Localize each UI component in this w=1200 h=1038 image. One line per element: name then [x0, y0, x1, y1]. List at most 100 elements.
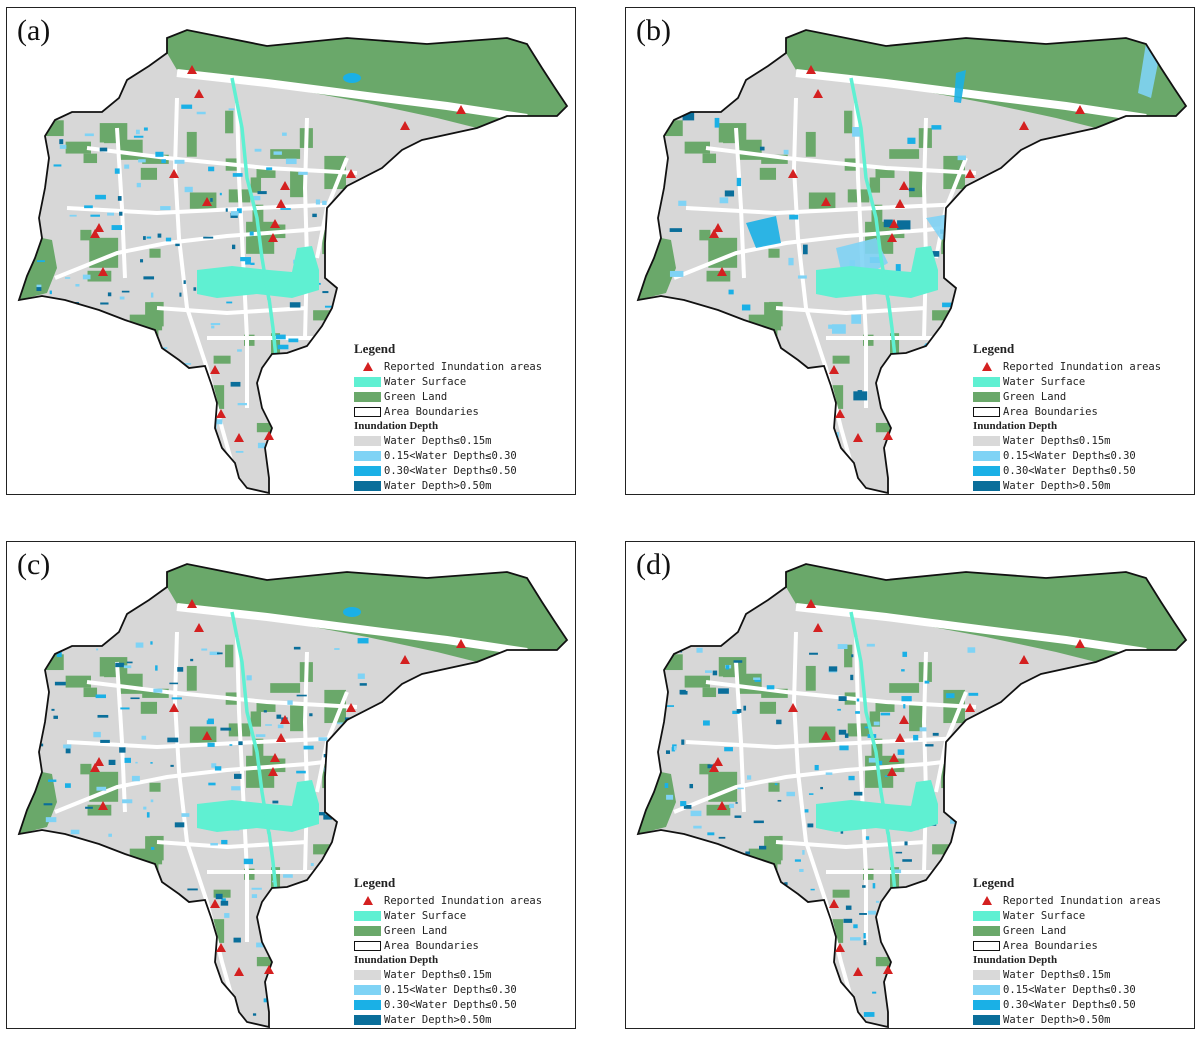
green-land-patch [930, 945, 958, 977]
legend-title: Legend [354, 341, 396, 356]
inundation-patch [124, 757, 131, 763]
inundation-patch [745, 436, 757, 445]
inundation-patch [54, 681, 66, 686]
legend-label-depth-4: Water Depth>0.50m [384, 1013, 492, 1026]
road [775, 840, 927, 850]
inundation-patch [808, 793, 814, 795]
green-land-patch [311, 411, 339, 443]
inundation-patch [59, 139, 64, 145]
legend-row-reported: Reported Inundation areas [973, 893, 1194, 908]
inundation-zone [954, 70, 966, 103]
inundation-patch [214, 766, 222, 771]
inundation-patch [257, 442, 266, 449]
green-land-patch [863, 868, 874, 880]
inundation-patch [100, 302, 109, 305]
green-land-patch [896, 378, 916, 402]
inundation-patch [682, 112, 695, 121]
green-land-patch [185, 966, 206, 994]
inundation-patch [75, 430, 82, 434]
inundation-patch [36, 286, 42, 292]
inundation-patch [322, 200, 327, 205]
inundation-patch [669, 270, 684, 277]
inundation-patch [271, 949, 280, 954]
inundation-patch [825, 464, 839, 468]
inundation-patch [277, 344, 289, 350]
reported-inundation-marker [829, 365, 839, 374]
legend-row-area-boundaries: Area Boundaries [354, 404, 575, 419]
inundation-patch [702, 420, 710, 429]
inundation-patch [56, 932, 60, 935]
inundation-patch [253, 195, 261, 201]
green-land-north [167, 30, 567, 128]
legend-row-depth-2: 0.15<Water Depth≤0.30 [354, 448, 575, 463]
reported-inundation-marker [889, 753, 899, 762]
green-land-patch [932, 844, 953, 855]
inundation-patch [318, 737, 328, 741]
green-land-patch [185, 432, 206, 460]
green-land-patch [277, 378, 297, 402]
green-land-patch [300, 417, 321, 429]
green-land-patch [270, 149, 301, 159]
green-land-patch [313, 310, 334, 321]
green-land-patch [256, 167, 276, 178]
inundation-patch [80, 1006, 83, 1009]
inundation-patch [356, 230, 364, 235]
green-land-patch [844, 644, 853, 668]
road [235, 636, 249, 942]
green-land-patch [60, 301, 73, 329]
inundation-patch [732, 977, 738, 979]
inundation-patch [677, 956, 685, 961]
inundation-patch [776, 719, 782, 725]
legend-label-depth-2: 0.15<Water Depth≤0.30 [384, 449, 517, 462]
inundation-patch [678, 200, 687, 206]
legend-row-depth-3: 0.30<Water Depth≤0.50 [973, 463, 1194, 478]
green-land-patch [87, 804, 112, 816]
green-land-patch [808, 726, 836, 743]
inundation-patch [169, 682, 179, 685]
inundation-patch [873, 721, 880, 726]
legend-row-depth-2: 0.15<Water Depth≤0.30 [973, 448, 1194, 463]
reported-inundation-marker [813, 89, 823, 98]
inundation-patch [783, 149, 789, 155]
depth-swatch-4 [354, 480, 381, 491]
inundation-patch [252, 1013, 257, 1016]
inundation-patch [151, 846, 155, 850]
water-surface-swatch [354, 910, 381, 921]
reported-inundation-marker [400, 655, 410, 664]
inundation-patch [50, 322, 57, 326]
inundation-patch [764, 866, 772, 869]
road [705, 146, 977, 175]
inundation-patch [117, 196, 122, 201]
red-triangle-icon [973, 361, 1000, 373]
legend: Legend Reported Inundation areas Water S… [973, 875, 1194, 1027]
legend-label-depth-3: 0.30<Water Depth≤0.50 [384, 998, 517, 1011]
green-land-patch [896, 912, 916, 936]
inundation-patch [355, 776, 365, 782]
green-land-patch [83, 153, 98, 164]
inundation-patch [672, 890, 682, 896]
green-land-patch [168, 997, 198, 1011]
inundation-patch [310, 374, 318, 378]
inundation-patch [108, 833, 112, 837]
legend-row-depth-2: 0.15<Water Depth≤0.30 [973, 982, 1194, 997]
inundation-patch [838, 729, 847, 735]
inundation-patch [96, 648, 99, 651]
green-land-patch [41, 444, 60, 463]
inundation-zone [976, 198, 1021, 236]
road [302, 651, 310, 873]
green-land-patch [117, 673, 143, 694]
depth-swatch-1 [973, 969, 1000, 980]
inundation-patch [64, 469, 74, 474]
green-land-patch [929, 413, 939, 448]
inundation-patch [94, 924, 101, 930]
map-panel-c: (c) Legend Reported Inundation areas Wat… [6, 541, 576, 1029]
inundation-zone [343, 607, 361, 617]
inundation-patch [902, 651, 908, 657]
inundation-patch [165, 237, 172, 242]
green-land-patch [844, 110, 853, 134]
reported-inundation-marker [194, 623, 204, 632]
inundation-patch [724, 952, 731, 959]
green-land-patch [78, 844, 98, 863]
inundation-patch [884, 775, 888, 778]
green-land-patch [29, 926, 42, 952]
